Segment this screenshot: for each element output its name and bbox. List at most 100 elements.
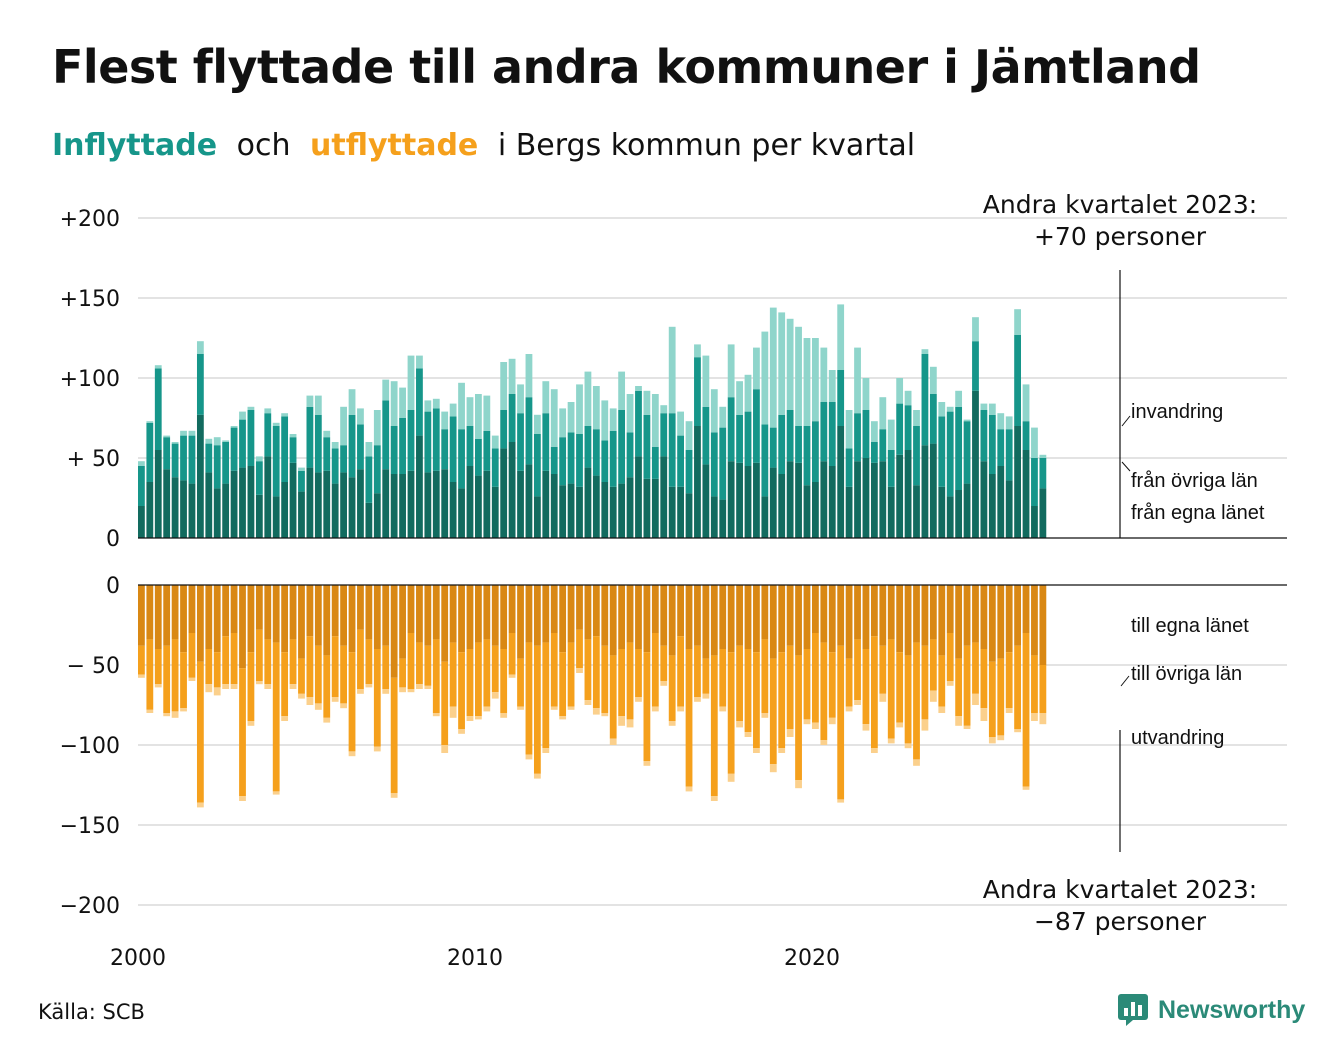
bar-in-fran-ovriga-lan: [803, 426, 811, 486]
bar-out-utvandring: [475, 716, 482, 720]
bar-out-utvandring: [710, 796, 718, 801]
x-tick-label: 2010: [447, 946, 503, 971]
bar-in-fran-egna-lanet: [845, 486, 853, 538]
bar-out-utvandring: [896, 722, 904, 728]
bar-in-invandring: [348, 389, 356, 415]
bar-out-till-egna-lanet: [331, 585, 339, 637]
bar-in-fran-egna-lanet: [533, 496, 541, 538]
bar-out-till-egna-lanet: [677, 585, 684, 637]
bar-in-fran-ovriga-lan: [163, 437, 171, 470]
bar-out-till-egna-lanet: [171, 585, 179, 640]
bar-out-utvandring: [517, 706, 524, 710]
bar-out-till-ovriga-lan: [373, 649, 381, 747]
bar-in-invandring: [163, 435, 171, 438]
bar-out-utvandring: [154, 684, 162, 688]
bar-in-fran-egna-lanet: [921, 445, 929, 538]
bar-out-till-egna-lanet: [887, 585, 895, 640]
bar-in-invandring: [710, 389, 718, 433]
bar-out-utvandring: [1022, 786, 1030, 790]
bar-in-invandring: [382, 379, 390, 401]
bar-in-fran-egna-lanet: [239, 467, 246, 538]
bar-in-fran-egna-lanet: [407, 470, 415, 538]
bar-in-fran-egna-lanet: [988, 474, 996, 538]
bar-in-fran-ovriga-lan: [694, 357, 701, 426]
bar-in-fran-ovriga-lan: [399, 418, 406, 474]
bar-out-till-ovriga-lan: [963, 645, 971, 726]
bar-in-fran-egna-lanet: [854, 461, 861, 538]
bar-in-invandring: [870, 421, 878, 442]
bar-out-utvandring: [803, 719, 811, 725]
bar-out-till-ovriga-lan: [753, 652, 760, 749]
bar-out-till-egna-lanet: [188, 585, 196, 633]
bar-out-till-egna-lanet: [1039, 585, 1047, 665]
bar-out-utvandring: [146, 709, 154, 713]
bar-in-fran-ovriga-lan: [1031, 458, 1038, 506]
bar-in-fran-ovriga-lan: [213, 445, 221, 489]
bar-out-utvandring: [483, 706, 491, 712]
bar-out-till-egna-lanet: [146, 585, 154, 640]
series-label-till-egna-lanet: till egna länet: [1131, 615, 1249, 637]
bar-in-invandring: [938, 402, 946, 417]
bar-out-till-ovriga-lan: [828, 652, 836, 718]
bar-out-till-ovriga-lan: [744, 649, 752, 733]
bar-in-invandring: [643, 390, 651, 415]
bar-in-fran-ovriga-lan: [382, 400, 390, 470]
bar-in-fran-egna-lanet: [997, 466, 1005, 538]
bar-in-fran-ovriga-lan: [921, 354, 929, 446]
bar-in-fran-ovriga-lan: [786, 410, 794, 462]
bar-in-invandring: [727, 344, 735, 398]
bar-in-fran-ovriga-lan: [424, 411, 432, 473]
bar-out-till-egna-lanet: [997, 585, 1005, 659]
bar-in-fran-ovriga-lan: [196, 354, 204, 415]
bar-out-till-egna-lanet: [972, 585, 979, 643]
bar-out-utvandring: [424, 685, 432, 689]
bar-in-fran-egna-lanet: [449, 482, 457, 538]
bar-out-utvandring: [887, 738, 895, 744]
bar-in-invandring: [1031, 427, 1038, 458]
bar-in-fran-ovriga-lan: [1014, 334, 1021, 426]
bar-in-fran-ovriga-lan: [862, 410, 870, 458]
bar-in-fran-ovriga-lan: [289, 437, 297, 463]
bar-in-fran-ovriga-lan: [736, 414, 743, 463]
bar-out-till-ovriga-lan: [668, 655, 676, 721]
brand-name: Newsworthy: [1158, 995, 1306, 1024]
bar-out-till-egna-lanet: [955, 585, 963, 659]
bar-out-utvandring: [399, 687, 406, 693]
bar-out-till-ovriga-lan: [685, 649, 693, 787]
bar-out-till-egna-lanet: [795, 585, 802, 656]
bar-in-fran-egna-lanet: [896, 454, 904, 538]
bar-in-fran-egna-lanet: [424, 472, 432, 538]
bar-in-fran-ovriga-lan: [146, 422, 154, 482]
bar-out-utvandring: [929, 690, 937, 702]
bar-out-utvandring: [618, 716, 626, 726]
bar-out-till-egna-lanet: [416, 585, 423, 643]
bar-in-fran-ovriga-lan: [913, 426, 920, 486]
bar-in-invandring: [365, 442, 373, 457]
bar-in-fran-egna-lanet: [1022, 450, 1030, 538]
bar-out-till-ovriga-lan: [449, 642, 457, 707]
bar-out-till-ovriga-lan: [651, 633, 659, 707]
subtitle-inflyttade: Inflyttade: [52, 128, 218, 163]
bar-in-fran-ovriga-lan: [407, 410, 415, 471]
bar-in-fran-ovriga-lan: [525, 397, 533, 465]
bar-out-till-egna-lanet: [820, 585, 828, 643]
bar-in-fran-ovriga-lan: [348, 414, 356, 478]
bar-out-till-ovriga-lan: [348, 652, 356, 752]
bar-out-till-ovriga-lan: [719, 649, 727, 707]
bar-out-till-egna-lanet: [904, 585, 912, 656]
bar-in-invandring: [626, 394, 634, 433]
bar-in-fran-ovriga-lan: [475, 438, 482, 476]
bar-out-till-egna-lanet: [710, 585, 718, 656]
bar-in-fran-egna-lanet: [963, 483, 971, 538]
bar-out-till-ovriga-lan: [1031, 655, 1038, 713]
bar-out-till-egna-lanet: [870, 585, 878, 637]
bar-in-fran-egna-lanet: [812, 482, 819, 538]
bar-out-till-egna-lanet: [719, 585, 727, 649]
bar-out-till-egna-lanet: [449, 585, 457, 643]
bar-in-fran-egna-lanet: [904, 450, 912, 538]
bar-in-fran-ovriga-lan: [837, 370, 845, 426]
bar-out-till-ovriga-lan: [559, 652, 567, 717]
bar-in-fran-ovriga-lan: [710, 432, 718, 497]
bar-out-utvandring: [727, 773, 735, 782]
bar-in-fran-ovriga-lan: [702, 406, 710, 465]
